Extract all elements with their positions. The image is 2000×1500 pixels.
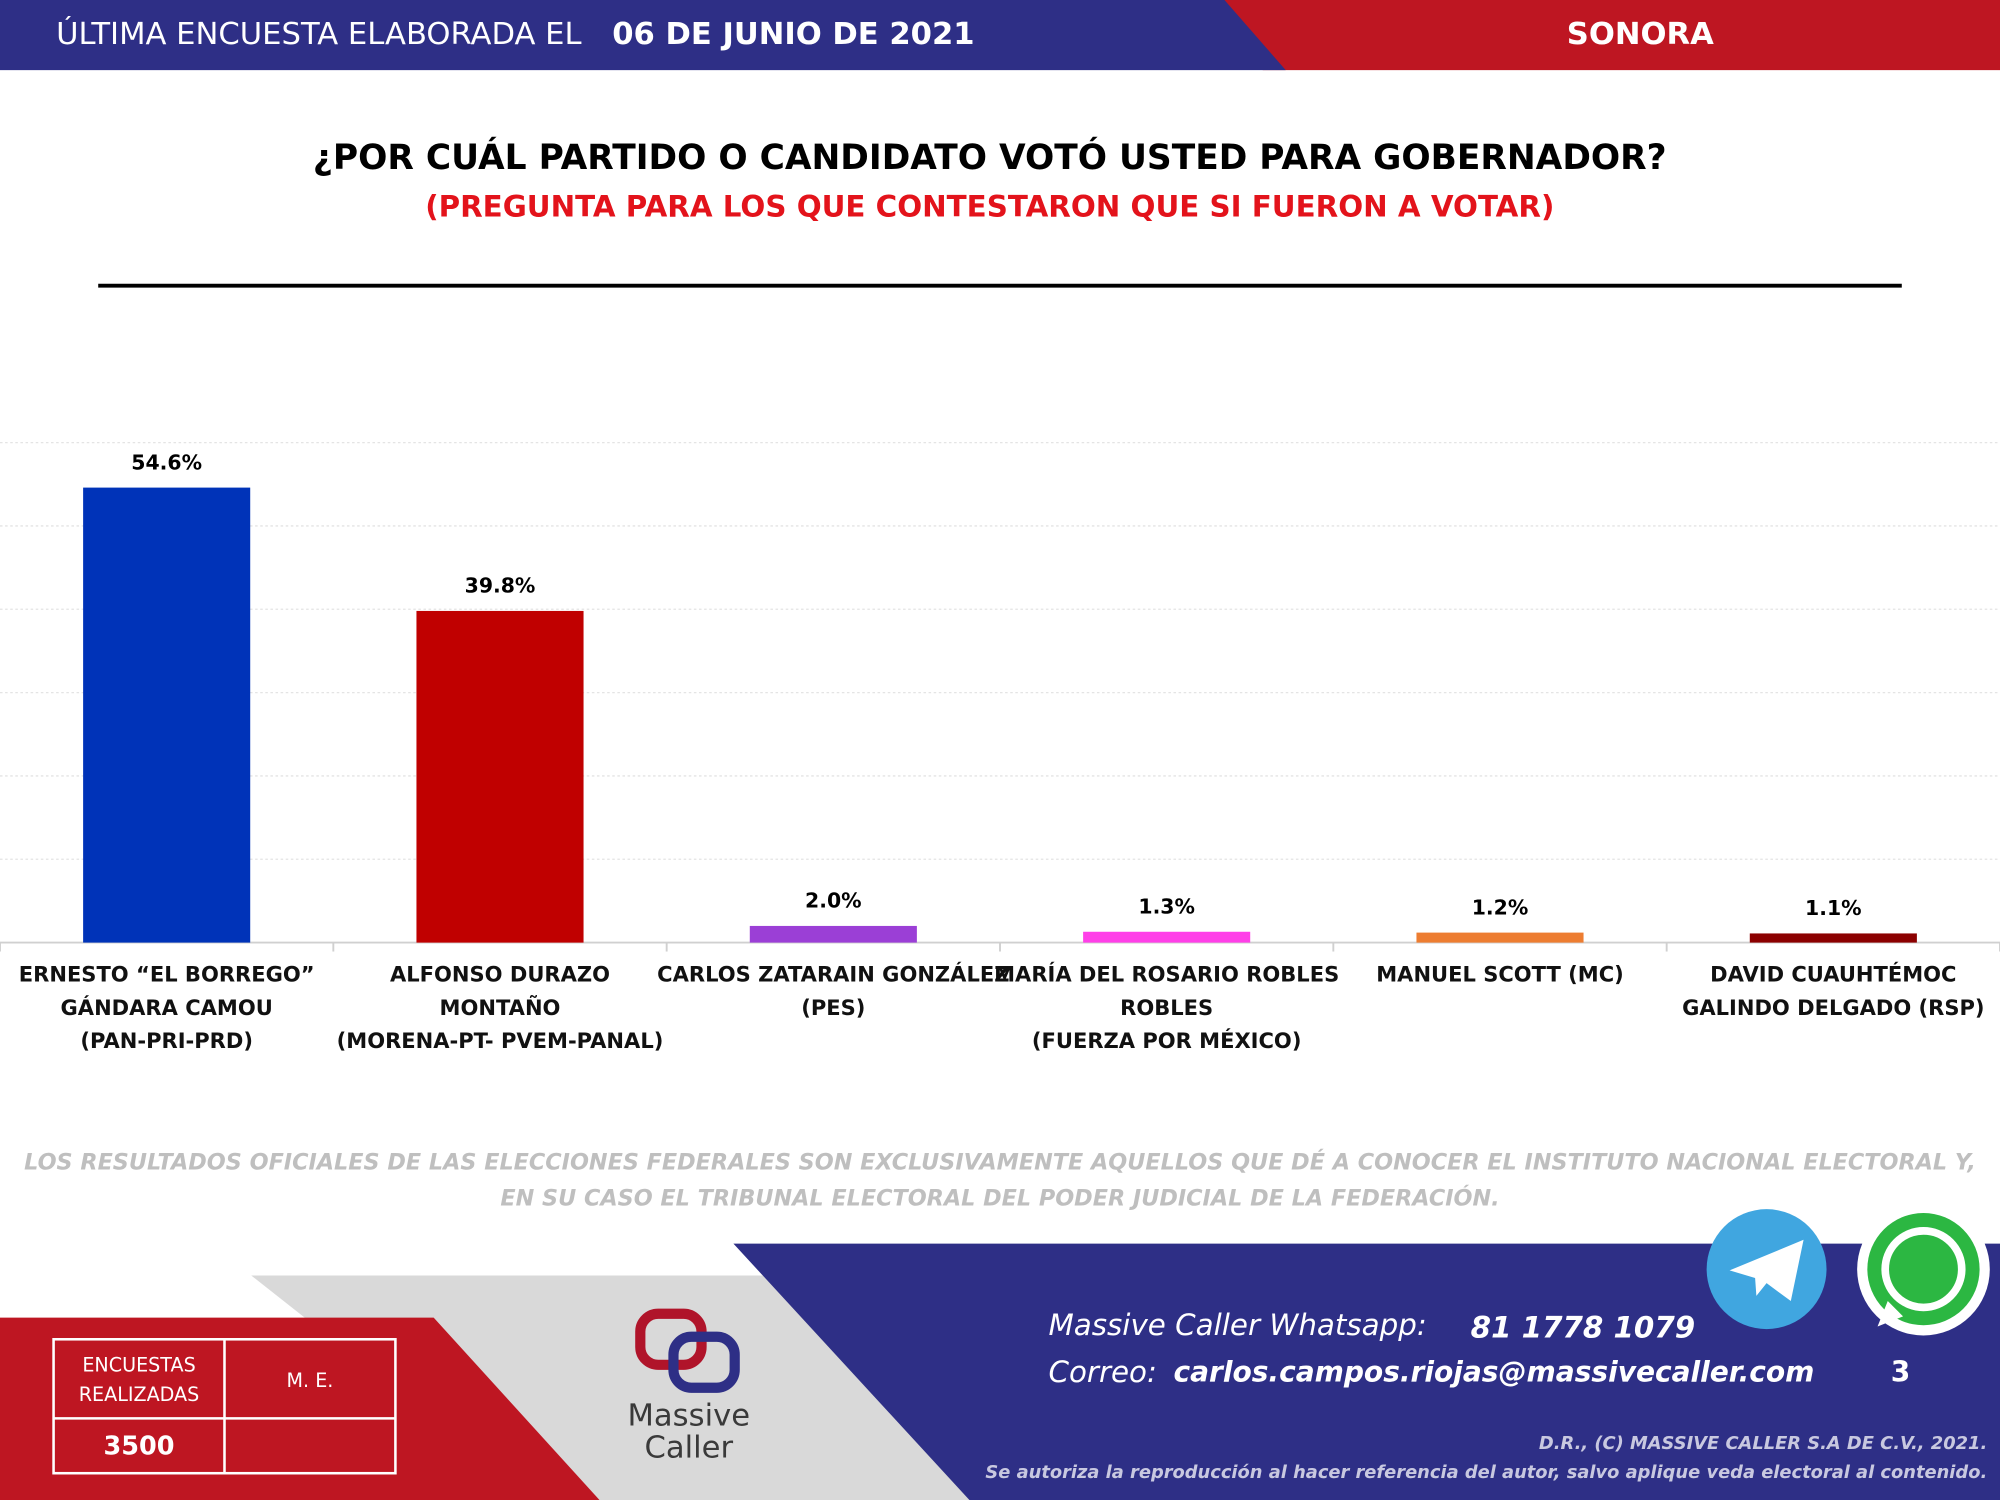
email: carlos.campos.riojas@massivecaller.com: [1173, 1356, 1814, 1389]
bar: [1083, 931, 1251, 943]
email-label: Correo:: [1048, 1355, 1156, 1389]
x-tick-label: MARÍA DEL ROSARIO ROBLES ROBLES (FUERZA PO…: [994, 962, 1339, 1053]
value-label: 1.3%: [1138, 895, 1195, 919]
surveys-count: 3500: [104, 1432, 175, 1462]
header-red: [1198, 0, 2000, 71]
logo-text: Caller: [644, 1430, 733, 1465]
surveys-label: ENCUESTAS: [82, 1354, 195, 1377]
bar: [1749, 933, 1917, 943]
whatsapp-number: 81 1778 1079: [1471, 1311, 1696, 1345]
whatsapp-icon[interactable]: [1857, 1202, 1990, 1336]
header-blue: [0, 0, 1286, 71]
copyright: Se autoriza la reproducción al hacer ref…: [985, 1462, 1987, 1483]
bar: [749, 925, 917, 943]
me-label: M. E.: [287, 1369, 334, 1392]
logo-text: Massive: [628, 1399, 751, 1434]
header-region: SONORA: [1567, 17, 1714, 52]
bar: [416, 610, 584, 943]
footer-blue: [733, 1243, 2000, 1500]
surveys-label: REALIZADAS: [79, 1383, 200, 1406]
bar: [1416, 932, 1584, 943]
x-tick-label: ALFONSO DURAZO MONTAÑO (MORENA-PT- PVEM-PA…: [337, 962, 664, 1053]
x-tick-label: ERNESTO “EL BORREGO” GÁNDARA CAMOU (PAN-PR…: [19, 962, 315, 1053]
x-tick-label: CARLOS ZATARAIN GONZÁLEZ (PES): [657, 962, 1009, 1020]
disclaimer: LOS RESULTADOS OFICIALES DE LAS ELECCION…: [24, 1148, 1976, 1176]
value-label: 54.6%: [131, 450, 202, 474]
value-label: 39.8%: [465, 574, 536, 598]
chart-subtitle: (PREGUNTA PARA LOS QUE CONTESTARON QUE S…: [425, 189, 1554, 223]
value-label: 2.0%: [805, 889, 862, 913]
bar: [83, 487, 251, 943]
chart: ERNESTO “EL BORREGO” GÁNDARA CAMOU (PAN-PR…: [0, 441, 2000, 1053]
logo-icon: [635, 1308, 740, 1393]
whatsapp-label: Massive Caller Whatsapp:: [1048, 1308, 1426, 1342]
x-tick-label: MANUEL SCOTT (MC): [1376, 962, 1624, 987]
value-label: 1.2%: [1472, 895, 1529, 919]
chart-title: ¿POR CUÁL PARTIDO O CANDIDATO VOTÓ USTED…: [313, 137, 1667, 178]
header-date: 06 DE JUNIO DE 2021: [612, 17, 974, 52]
value-label: 1.1%: [1805, 896, 1862, 920]
footer-red: [0, 1317, 600, 1500]
x-tick-label: DAVID CUAUHTÉMOC GALINDO DELGADO (RSP): [1682, 962, 1984, 1020]
copyright: D.R., (C) MASSIVE CALLER S.A DE C.V., 20…: [1539, 1433, 1987, 1454]
header-prefix: ÚLTIMA ENCUESTA ELABORADA EL: [56, 15, 581, 52]
telegram-icon[interactable]: [1706, 1209, 1827, 1330]
disclaimer: EN SU CASO EL TRIBUNAL ELECTORAL DEL POD…: [500, 1183, 1499, 1211]
page-number: 3: [1891, 1356, 1911, 1389]
